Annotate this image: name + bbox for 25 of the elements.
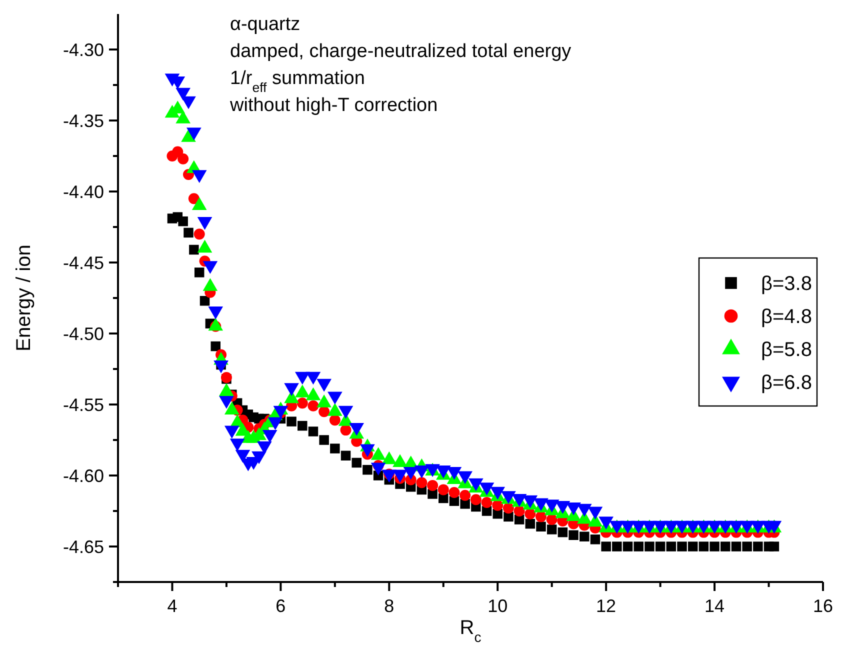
x-tick-label: 4 xyxy=(167,596,178,616)
legend-label: β=5.8 xyxy=(761,339,812,361)
y-tick-label: -4.50 xyxy=(62,324,104,344)
x-tick-label: 16 xyxy=(812,596,834,616)
x-tick-label: 14 xyxy=(704,596,725,616)
y-tick-label: -4.35 xyxy=(62,110,104,131)
annotation: 1/r$_{eff}$ summation xyxy=(230,68,365,94)
x-tick-label: 8 xyxy=(384,596,394,616)
legend-label: β=4.8 xyxy=(761,306,812,328)
y-tick-label: -4.30 xyxy=(62,40,104,60)
legend-label: β=3.8 xyxy=(761,273,812,295)
legend-label: β=6.8 xyxy=(761,372,812,394)
y-tick-label: -4.65 xyxy=(62,536,104,557)
x-tick-label: 12 xyxy=(596,596,616,616)
x-tick-label: 6 xyxy=(276,596,286,616)
y-axis-title: Energy / ion xyxy=(13,244,35,352)
y-tick-label: -4.45 xyxy=(62,252,104,273)
annotation: without high-T correction xyxy=(229,95,438,116)
annotation: α-quartz xyxy=(230,14,300,35)
y-tick-label: -4.60 xyxy=(62,466,104,486)
x-axis-title: R$_{c}$ xyxy=(460,617,482,645)
y-tick-label: -4.55 xyxy=(62,394,104,415)
y-tick-label: -4.40 xyxy=(62,182,104,202)
annotation: damped, charge-neutralized total energy xyxy=(230,41,572,62)
x-tick-label: 10 xyxy=(488,596,508,616)
